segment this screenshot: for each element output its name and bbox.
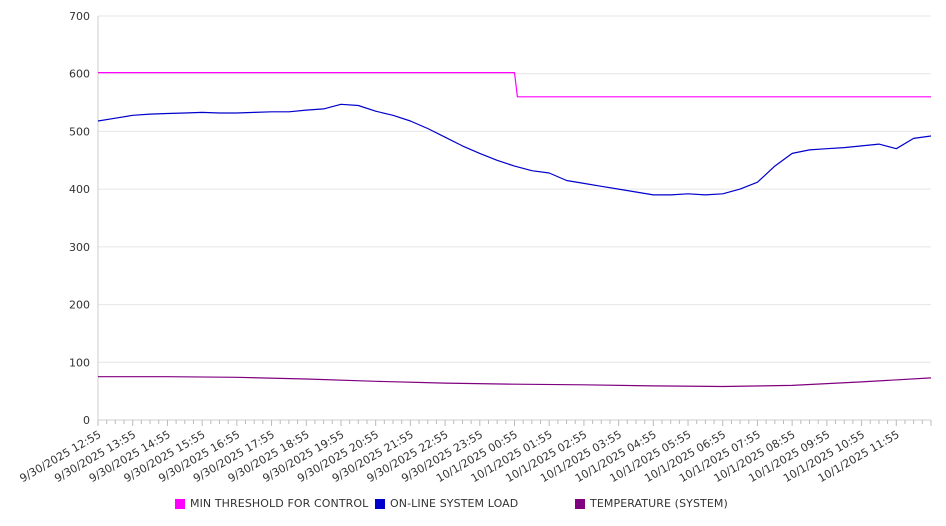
- y-tick-labels: 0 100 200 300 400 500 600 700: [69, 10, 90, 427]
- y-tick-label-500: 500: [69, 125, 90, 138]
- y-tick-label-400: 400: [69, 183, 90, 196]
- legend-swatch-temperature: [575, 499, 585, 509]
- legend-label-temperature: TEMPERATURE (SYSTEM): [590, 497, 728, 510]
- legend-swatch-system-load: [375, 499, 385, 509]
- series-lines: [97, 71, 932, 388]
- y-tick-label-300: 300: [69, 241, 90, 254]
- legend-swatch-min-threshold: [175, 499, 185, 509]
- series-line-0: [98, 71, 931, 98]
- y-tick-label-700: 700: [69, 10, 90, 23]
- legend-item-temperature[interactable]: TEMPERATURE (SYSTEM): [575, 497, 728, 511]
- y-tick-label-0: 0: [83, 414, 90, 427]
- legend-label-system-load: ON-LINE SYSTEM LOAD: [390, 497, 519, 510]
- legend-label-min-threshold: MIN THRESHOLD FOR CONTROL: [190, 497, 369, 510]
- y-tick-label-100: 100: [69, 356, 90, 369]
- gridlines: [98, 15, 931, 363]
- series-line-2: [98, 376, 932, 388]
- y-tick-label-600: 600: [69, 68, 90, 81]
- x-tick-labels: 9/30/2025 12:559/30/2025 13:559/30/2025 …: [18, 428, 902, 485]
- legend-item-min-threshold[interactable]: MIN THRESHOLD FOR CONTROL: [175, 497, 368, 511]
- legend-item-system-load[interactable]: ON-LINE SYSTEM LOAD: [375, 497, 518, 511]
- series-line-1: [97, 103, 932, 196]
- legend: MIN THRESHOLD FOR CONTROL ON-LINE SYSTEM…: [0, 497, 946, 515]
- y-tick-label-200: 200: [69, 299, 90, 312]
- axes: [97, 16, 932, 426]
